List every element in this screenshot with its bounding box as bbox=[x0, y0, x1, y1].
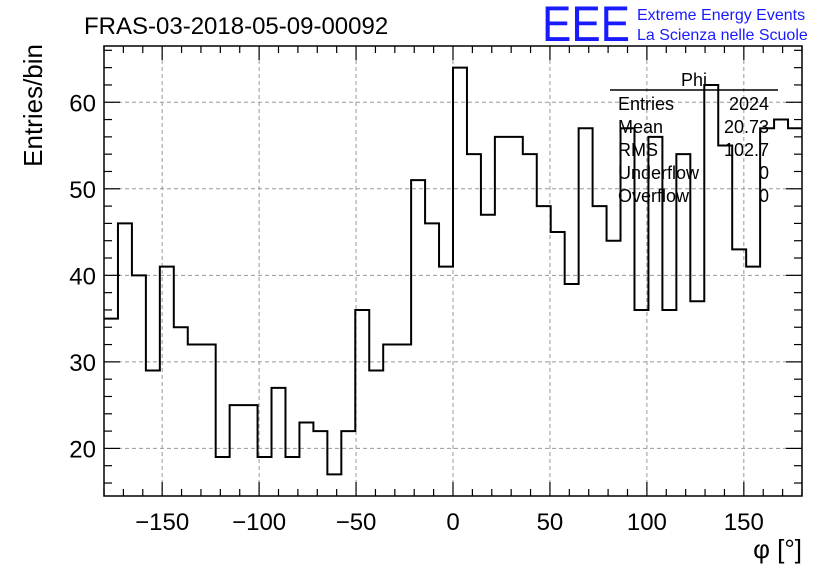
stats-value: 2024 bbox=[729, 94, 769, 114]
stats-label: Entries bbox=[618, 94, 674, 114]
x-tick-label: 50 bbox=[537, 509, 564, 536]
stats-label: Overflow bbox=[618, 186, 690, 206]
stats-label: Mean bbox=[618, 117, 663, 137]
y-tick-label: 40 bbox=[69, 263, 96, 290]
x-tick-label: −100 bbox=[232, 509, 286, 536]
stats-box: Phi Entries 2024 Mean 20.73 RMS 102.7 Underflo… bbox=[610, 70, 778, 206]
axis-tick-labels: −150 −100 −50 0 50 100 150 20 30 40 50 60 bbox=[69, 90, 764, 536]
stats-label: RMS bbox=[618, 140, 658, 160]
x-tick-label: −150 bbox=[135, 509, 189, 536]
stats-value: 0 bbox=[759, 163, 769, 183]
x-tick-label: 0 bbox=[446, 509, 459, 536]
stats-value: 20.73 bbox=[724, 117, 769, 137]
x-tick-label: 100 bbox=[627, 509, 667, 536]
y-tick-label: 30 bbox=[69, 350, 96, 377]
y-axis-label: Entries/bin bbox=[18, 44, 48, 167]
stats-label: Underflow bbox=[618, 163, 700, 183]
x-tick-label: −50 bbox=[336, 509, 377, 536]
y-tick-label: 50 bbox=[69, 177, 96, 204]
eee-logo-line-1: Extreme Energy Events bbox=[637, 7, 805, 24]
stats-value: 0 bbox=[759, 186, 769, 206]
y-tick-label: 60 bbox=[69, 90, 96, 117]
stats-value: 102.7 bbox=[724, 140, 769, 160]
axis-ticks bbox=[103, 46, 803, 496]
eee-logo: EEE bbox=[542, 0, 630, 52]
grid-lines bbox=[104, 46, 802, 496]
x-tick-label: 150 bbox=[724, 509, 764, 536]
histogram-outline bbox=[104, 66, 802, 476]
chart-title: FRAS-03-2018-05-09-00092 bbox=[84, 13, 388, 40]
stats-title: Phi bbox=[681, 70, 707, 90]
eee-logo-line-2: La Scienza nelle Scuole bbox=[637, 27, 808, 44]
y-tick-label: 20 bbox=[69, 436, 96, 463]
x-axis-label: φ [°] bbox=[753, 534, 802, 564]
